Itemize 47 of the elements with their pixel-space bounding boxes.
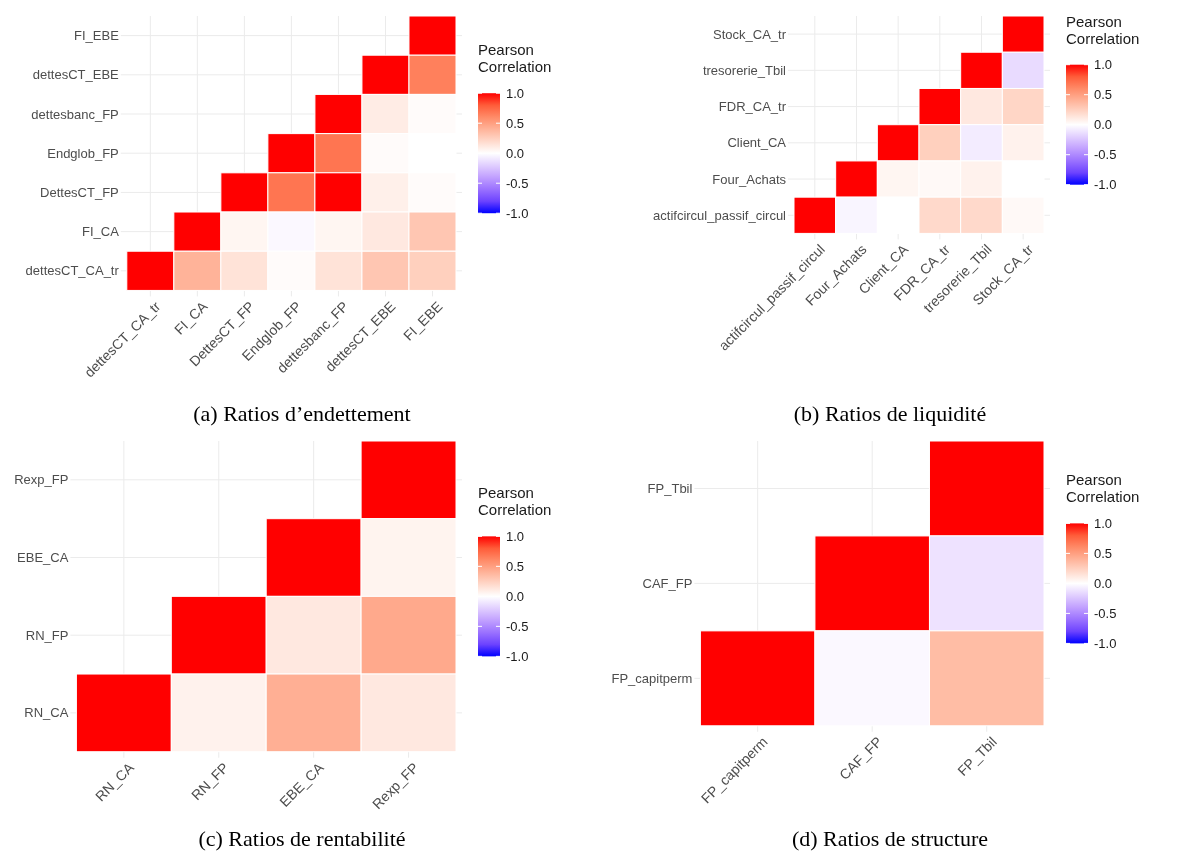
- color-bar-label: 0.5: [1094, 545, 1113, 561]
- text: (b) Ratios de liquidité: [793, 401, 987, 426]
- color-bar-title: Pearson Correlation: [1066, 12, 1140, 47]
- color-bar-label: 0.5: [506, 115, 525, 131]
- color-bar-label: 0.0: [506, 588, 525, 604]
- color-bar-label: -1.0: [1094, 177, 1117, 193]
- color-bar-label: -1.0: [1094, 635, 1117, 651]
- y-tick-label: Stock_CA_tr: [713, 26, 787, 42]
- y-tick-label: actifcircul_passif_circul: [653, 207, 787, 223]
- text: (c) Ratios de rentabilité: [198, 826, 406, 851]
- y-tick-label: FP_capitperm: [611, 670, 693, 686]
- color-bar-title: Pearson Correlation: [478, 484, 552, 519]
- color-bar-label: -0.5: [506, 618, 529, 634]
- text: (a) Ratios d’endettement: [193, 401, 411, 426]
- color-bar-label: 1.0: [506, 85, 525, 101]
- color-bar-label: 0.0: [506, 145, 525, 161]
- color-bar-label: 1.0: [1094, 57, 1113, 73]
- color-bar-label: 0.5: [1094, 87, 1113, 103]
- color-bar-label: -1.0: [506, 648, 529, 664]
- y-tick-label: RN_CA: [24, 705, 69, 721]
- y-tick-label: FP_Tbil: [647, 481, 693, 497]
- y-tick-label: dettesbanc_FP: [31, 106, 119, 122]
- y-tick-label: FI_EBE: [74, 28, 120, 44]
- color-bar-label: -0.5: [1094, 605, 1117, 621]
- color-bar-label: 0.5: [506, 558, 525, 574]
- color-bar-label: 0.0: [1094, 117, 1113, 133]
- y-tick-label: Four_Achats: [712, 171, 787, 187]
- color-bar-label: -0.5: [1094, 147, 1117, 163]
- color-bar-title: Pearson Correlation: [478, 41, 552, 76]
- color-bar-label: -0.5: [506, 175, 529, 191]
- y-tick-label: Rexp_FP: [14, 472, 69, 488]
- y-tick-label: tresorerie_Tbil: [702, 62, 787, 78]
- y-tick-label: DettesCT_FP: [40, 184, 119, 200]
- color-bar-label: 1.0: [1094, 515, 1113, 531]
- y-tick-label: FDR_CA_tr: [718, 99, 787, 115]
- color-bar-title: Pearson Correlation: [1066, 471, 1140, 506]
- y-tick-label: RN_FP: [25, 627, 69, 643]
- y-tick-label: FI_CA: [81, 224, 120, 240]
- text: (d) Ratios de structure: [791, 826, 989, 851]
- color-bar-label: 1.0: [506, 528, 525, 544]
- y-tick-label: CAF_FP: [642, 575, 693, 591]
- y-tick-label: dettesCT_EBE: [32, 67, 120, 83]
- y-tick-label: Endglob_FP: [47, 145, 119, 161]
- color-bar-label: -1.0: [506, 205, 529, 221]
- y-tick-label: EBE_CA: [17, 550, 69, 566]
- color-bar-label: 0.0: [1094, 575, 1113, 591]
- y-tick-label: Client_CA: [727, 135, 787, 151]
